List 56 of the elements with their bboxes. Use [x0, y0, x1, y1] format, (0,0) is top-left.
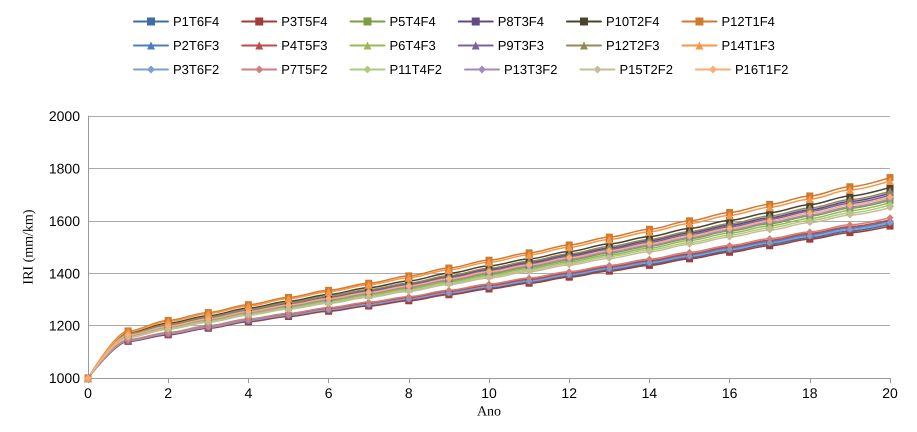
- y-axis-title: IRI (mm/km): [22, 209, 36, 285]
- legend-label: P11T4F2: [389, 62, 442, 77]
- legend-label: P15T2F2: [619, 62, 673, 77]
- point: [766, 203, 774, 212]
- legend-label: P12T1F4: [721, 14, 775, 29]
- y-tick-label: 2000: [48, 108, 80, 124]
- x-tick-label: 8: [404, 385, 413, 402]
- legend-label: P1T6F4: [173, 14, 220, 29]
- y-tick-label: 1600: [48, 212, 80, 229]
- legend-label: P12T2F3: [606, 38, 660, 53]
- legend-label: P13T3F2: [504, 62, 558, 77]
- point: [726, 211, 734, 220]
- legend-label: P16T1F2: [734, 62, 788, 77]
- x-tick-label: 2: [164, 385, 172, 402]
- point: [846, 221, 854, 228]
- x-tick-label: 16: [722, 385, 738, 402]
- y-tick-label: 1800: [48, 160, 80, 176]
- point: [766, 226, 774, 234]
- x-tick-label: 20: [882, 385, 898, 402]
- y-tick-label: 1200: [48, 318, 80, 334]
- y-tick-label: 1000: [48, 370, 80, 386]
- legend-label: P8T3F4: [498, 14, 544, 29]
- x-tick-label: 14: [642, 385, 658, 402]
- point: [645, 228, 654, 236]
- x-tick-label: 10: [481, 385, 497, 402]
- point: [485, 258, 493, 266]
- legend-label: P2T6F3: [173, 38, 220, 53]
- legend-label: P3T6F2: [173, 62, 220, 77]
- legend-label: P14T1F3: [721, 38, 775, 53]
- x-tick-label: 12: [561, 385, 578, 402]
- y-tick-label: 1400: [48, 265, 80, 282]
- legend-label: P4T5F3: [281, 38, 328, 53]
- point: [565, 243, 574, 252]
- point: [886, 204, 894, 212]
- point: [886, 214, 894, 222]
- legend-label: P7T5F2: [281, 62, 328, 77]
- point: [846, 186, 854, 194]
- x-tick-label: 0: [84, 385, 92, 402]
- x-tick-label: 18: [802, 385, 818, 402]
- legend-label: P9T3F3: [498, 38, 544, 53]
- point: [605, 235, 614, 244]
- point: [525, 250, 534, 259]
- point: [886, 187, 894, 196]
- legend-label: P6T4F3: [389, 38, 436, 53]
- x-axis-title: Ano: [476, 404, 502, 420]
- legend-label: P3T5F4: [281, 14, 328, 29]
- x-tick-label: 4: [244, 385, 252, 402]
- point: [726, 242, 734, 249]
- legend-label: P5T4F4: [389, 14, 436, 29]
- point: [806, 195, 814, 204]
- legend-label: P10T2F4: [606, 14, 660, 29]
- point: [886, 177, 894, 185]
- point: [686, 219, 694, 228]
- point: [846, 212, 854, 219]
- x-tick-label: 6: [324, 385, 333, 402]
- point: [404, 274, 413, 282]
